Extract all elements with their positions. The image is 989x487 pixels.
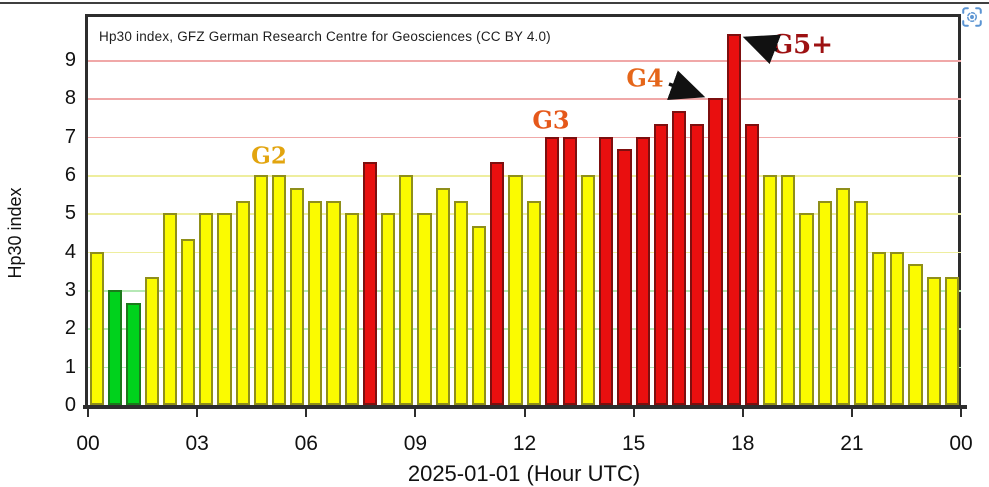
gridline-8 bbox=[88, 98, 961, 100]
hp30-bar bbox=[490, 162, 505, 405]
y-tick-label: 4 bbox=[64, 240, 76, 263]
hp30-bar bbox=[326, 200, 341, 405]
hp30-bar bbox=[635, 136, 650, 405]
hp30-bar bbox=[308, 200, 323, 405]
x-tick-mark bbox=[305, 409, 308, 417]
x-tick-label: 00 bbox=[76, 432, 100, 455]
hp30-bar bbox=[362, 162, 377, 405]
hp30-bar bbox=[471, 226, 487, 405]
hp30-bar bbox=[199, 213, 214, 405]
hp30-bar bbox=[417, 213, 432, 405]
x-tick-label: 09 bbox=[403, 432, 428, 455]
x-tick-label: 15 bbox=[621, 432, 646, 455]
window-top-edge bbox=[0, 2, 989, 4]
x-tick-label: 06 bbox=[294, 432, 318, 455]
chart-title: Hp30 index, GFZ German Research Centre f… bbox=[99, 29, 551, 44]
hp30-bar bbox=[144, 277, 159, 405]
hp30-bar bbox=[162, 213, 177, 405]
gridline-3 bbox=[88, 290, 961, 292]
gridline-4 bbox=[88, 251, 961, 254]
hp30-bar bbox=[253, 175, 268, 405]
hp30-bar bbox=[672, 111, 687, 405]
hp30-bar bbox=[708, 98, 723, 405]
hp30-bar bbox=[235, 200, 250, 405]
gridline-5 bbox=[88, 213, 961, 215]
hp30-bar bbox=[344, 213, 359, 405]
hp30-bar bbox=[853, 200, 869, 405]
y-tick-label: 6 bbox=[64, 164, 76, 187]
y-tick-label: 2 bbox=[64, 317, 76, 340]
hp30-bar bbox=[544, 136, 559, 405]
hp30-bar bbox=[781, 175, 796, 405]
x-tick-mark bbox=[414, 409, 417, 417]
x-tick-label: 21 bbox=[840, 432, 864, 455]
hp30-bar bbox=[126, 302, 141, 405]
hp30-bar bbox=[562, 136, 578, 405]
x-tick-mark bbox=[632, 409, 635, 417]
gridline-1 bbox=[88, 366, 961, 369]
hp30-bar bbox=[217, 213, 232, 405]
hp30-bar bbox=[926, 277, 941, 405]
hp30-bar bbox=[653, 124, 668, 405]
hp30-bar bbox=[690, 124, 705, 405]
hp30-bar bbox=[762, 175, 778, 405]
x-tick-mark bbox=[850, 409, 853, 417]
plot-area bbox=[88, 17, 961, 405]
x-axis-line bbox=[83, 405, 967, 409]
y-tick-label: 7 bbox=[64, 125, 76, 148]
hp30-bar bbox=[817, 200, 832, 405]
hp30-bar bbox=[271, 175, 287, 405]
hp30-bar bbox=[908, 264, 923, 405]
hp30-bar bbox=[290, 187, 305, 405]
y-tick-label: 1 bbox=[64, 355, 76, 378]
hp30-bar bbox=[508, 175, 523, 405]
gscale-label-g4: G4 bbox=[626, 63, 664, 93]
gridline-9 bbox=[88, 60, 961, 62]
y-tick-label: 0 bbox=[64, 394, 76, 416]
gscale-label-g2: G2 bbox=[251, 142, 287, 170]
x-tick-mark bbox=[741, 409, 744, 417]
x-tick-label: 18 bbox=[731, 432, 755, 455]
hp30-bar bbox=[399, 175, 414, 405]
y-tick-label: 3 bbox=[64, 279, 76, 301]
hp30-bar bbox=[599, 136, 614, 405]
hp30-bar bbox=[744, 124, 759, 405]
x-tick-mark bbox=[196, 409, 199, 417]
x-tick-mark bbox=[960, 409, 962, 417]
hp30-bar bbox=[799, 213, 814, 405]
x-tick-mark bbox=[523, 409, 526, 417]
x-tick-label: 00 bbox=[949, 432, 973, 455]
hp30-bar bbox=[90, 251, 105, 405]
hp30-bar bbox=[108, 290, 123, 405]
hp30-bar bbox=[526, 200, 541, 405]
gridline-2 bbox=[88, 328, 961, 330]
hp30-bar bbox=[435, 187, 450, 405]
hp30-bar bbox=[581, 175, 596, 405]
hp30-bar bbox=[890, 251, 905, 405]
gridline-7 bbox=[88, 136, 961, 139]
y-tick-label: 5 bbox=[64, 202, 76, 225]
gridline-6 bbox=[88, 175, 961, 177]
y-tick-label: 8 bbox=[64, 87, 76, 110]
hp30-bar bbox=[381, 213, 396, 405]
hp30-bar bbox=[944, 277, 959, 405]
hp30-bar bbox=[453, 200, 468, 405]
live-text-scan-icon[interactable] bbox=[960, 5, 984, 29]
x-axis-title: 2025-01-01 (Hour UTC) bbox=[407, 461, 641, 486]
x-tick-mark bbox=[87, 409, 89, 417]
y-tick-label: 9 bbox=[64, 49, 76, 72]
x-tick-label: 03 bbox=[185, 432, 209, 455]
hp30-bar bbox=[180, 239, 196, 405]
gscale-label-g5plus: G5+ bbox=[770, 30, 834, 60]
gscale-label-g3: G3 bbox=[532, 105, 570, 135]
hp30-bar bbox=[835, 187, 850, 405]
y-axis-title: Hp30 index bbox=[5, 187, 25, 279]
hp30-bar bbox=[872, 251, 887, 405]
hp30-bar bbox=[726, 34, 741, 405]
hp30-bar bbox=[617, 149, 632, 405]
x-tick-label: 12 bbox=[512, 432, 537, 455]
